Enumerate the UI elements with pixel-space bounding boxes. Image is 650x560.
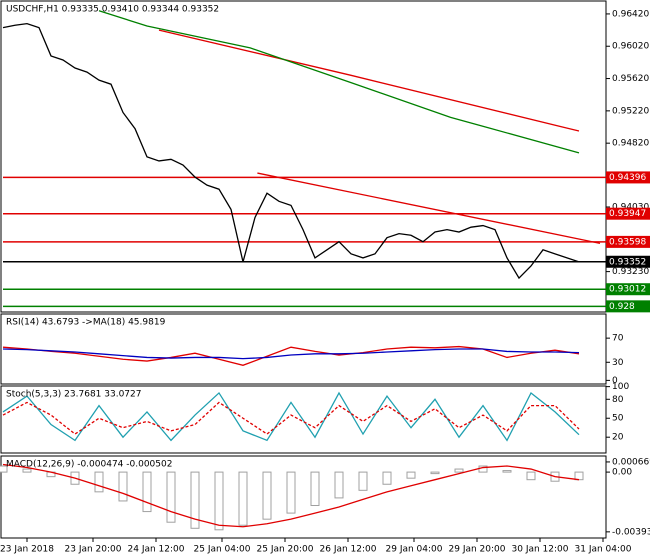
panel-frame — [0, 313, 607, 385]
panel-title: USDCHF,H1 0.93335 0.93410 0.93344 0.9335… — [6, 5, 219, 15]
histogram-bar — [310, 471, 320, 507]
y-tick-label: 50 — [612, 414, 624, 424]
histogram-bar — [262, 471, 272, 520]
x-tick-label: 23 Jan 2018 — [0, 545, 54, 555]
level-label: 0.928 — [609, 302, 635, 312]
y-tick-label: 0.96020 — [612, 42, 649, 52]
histogram-bar — [190, 471, 200, 529]
x-tick-label: 29 Jan 04:00 — [386, 545, 443, 555]
histogram-bar — [238, 471, 248, 526]
histogram-bar — [214, 471, 224, 531]
histogram-bar — [454, 468, 464, 473]
panel-frame — [0, 0, 607, 313]
histogram-bar — [526, 471, 536, 481]
series-line — [98, 10, 580, 154]
series-line — [257, 172, 601, 244]
panel-title: Stoch(5,3,3) 23.7681 33.0727 — [6, 390, 141, 400]
x-tick-label: 29 Jan 20:00 — [449, 545, 506, 555]
panel-title: MACD(12,26,9) -0.000474 -0.000502 — [6, 460, 172, 470]
level-label: 0.93012 — [609, 285, 646, 295]
histogram-bar — [430, 471, 440, 475]
y-tick-label: 0.00 — [612, 468, 632, 478]
histogram-bar — [334, 471, 344, 499]
histogram-bar — [166, 471, 176, 523]
y-tick-label: 0.000669 — [612, 457, 650, 467]
y-tick-label: 70 — [612, 334, 624, 344]
histogram-bar — [142, 471, 152, 513]
x-tick-label: 26 Jan 12:00 — [320, 545, 377, 555]
y-tick-label: 0.93230 — [612, 267, 649, 277]
x-tick-label: 24 Jan 12:00 — [128, 545, 185, 555]
level-tag — [606, 300, 650, 313]
y-tick-label: 0.94820 — [612, 139, 649, 149]
histogram-bar — [118, 471, 128, 502]
level-tag — [606, 171, 650, 184]
series-line — [158, 29, 580, 132]
level-label: 0.93598 — [609, 237, 646, 247]
y-tick-label: 0.95620 — [612, 74, 649, 84]
y-tick-label: 0 — [612, 376, 618, 386]
histogram-bar — [0, 465, 8, 473]
level-label: 0.94396 — [609, 173, 646, 183]
level-tag — [606, 255, 650, 268]
histogram-bar — [502, 470, 512, 473]
histogram-bar — [406, 471, 416, 479]
histogram-bar — [286, 471, 296, 514]
panel-title: RSI(14) 43.6793 ->MA(18) 45.9819 — [6, 318, 166, 328]
level-tag — [606, 283, 650, 296]
x-tick-label: 25 Jan 04:00 — [194, 545, 251, 555]
level-tag — [606, 235, 650, 248]
histogram-bar — [358, 471, 368, 491]
histogram-bar — [94, 471, 104, 493]
series-line — [2, 463, 580, 528]
panel-frame — [0, 455, 607, 539]
y-tick-label: 0.96420 — [612, 9, 649, 19]
histogram-bar — [22, 468, 32, 473]
x-tick-label: 25 Jan 20:00 — [257, 545, 314, 555]
level-label: 0.93352 — [609, 257, 646, 267]
level-label: 0.93947 — [609, 209, 646, 219]
y-tick-label: 0.94030 — [612, 202, 649, 212]
x-tick-label: 31 Jan 04:00 — [575, 545, 632, 555]
series-line — [2, 401, 580, 435]
y-tick-label: 30 — [612, 358, 624, 368]
y-tick-label: 100 — [612, 382, 629, 392]
histogram-bar — [574, 471, 584, 481]
x-tick-label: 30 Jan 12:00 — [512, 545, 569, 555]
series-line — [2, 348, 580, 360]
series-line — [2, 391, 580, 442]
series-line — [2, 22, 580, 280]
level-tag — [606, 207, 650, 220]
x-tick-label: 23 Jan 20:00 — [65, 545, 122, 555]
panel-frame — [0, 385, 607, 454]
y-tick-label: 0.95220 — [612, 106, 649, 116]
y-tick-label: -0.003935 — [612, 527, 650, 537]
y-tick-label: 20 — [612, 433, 624, 443]
histogram-bar — [382, 471, 392, 485]
y-tick-label: 80 — [612, 395, 624, 405]
